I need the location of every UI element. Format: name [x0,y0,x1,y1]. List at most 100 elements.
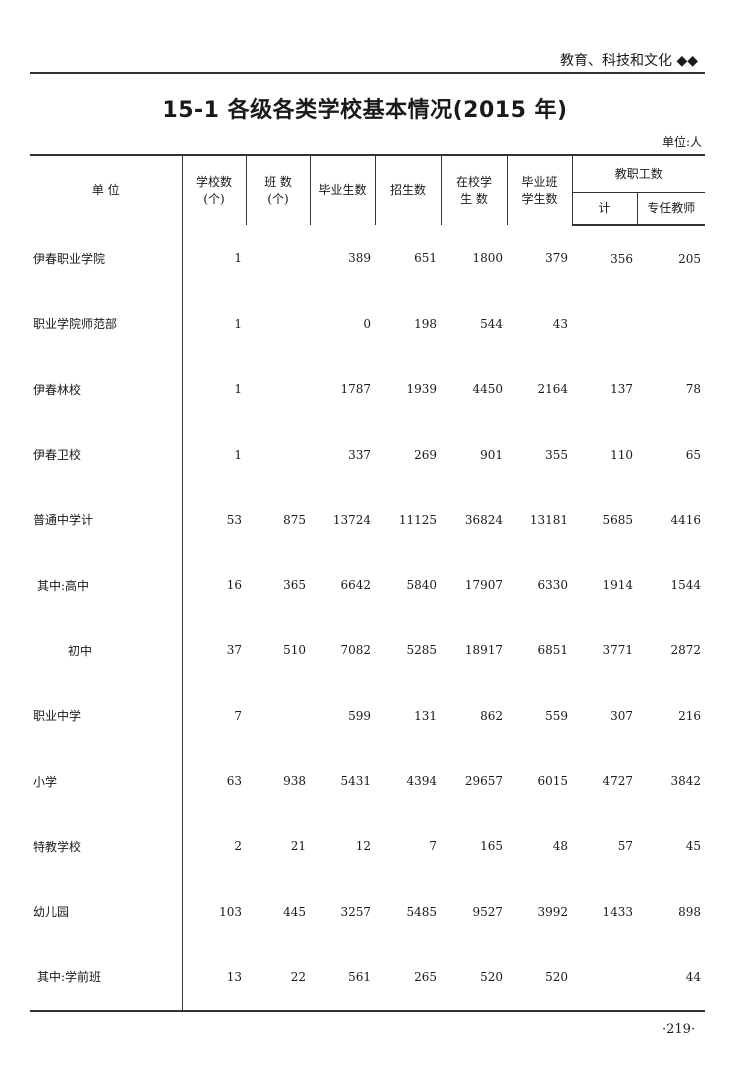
table-cell: 3771 [602,643,633,658]
table-cell: 165 [480,839,503,854]
table-cell [246,357,310,422]
table-cell: 21 [290,839,306,854]
table-cell: 1800 [472,251,503,266]
table-row: 伊春职业学院 1 389 651 1800 379 356 205 [30,225,705,292]
table-cell: 2164 [537,382,568,397]
table-cell: 520 [507,944,572,1012]
table-row: 职业中学 7 599 131 862 559 307 216 [30,683,705,749]
header-rule [30,72,705,74]
table-cell: 4416 [670,512,702,527]
table-cell: 1914 [602,578,633,593]
table-cell: 901 [480,447,503,462]
row-label: 其中:学前班 [30,944,183,1012]
table-cell: 561 [310,944,375,1012]
table-cell: 544 [480,316,503,331]
table-cell: 337 [348,447,371,462]
table-cell: 6851 [537,643,568,658]
table-cell [637,291,705,356]
table-cell [572,944,637,1012]
table-cell: 7082 [340,643,371,658]
col-header-staff: 教职工数 [571,154,706,193]
table-cell: 898 [678,904,702,919]
table-cell [246,291,310,356]
table-cell: 36824 [464,512,503,527]
table-cell: 13 [182,944,246,1012]
table-cell: 520 [441,944,507,1012]
table-cell: 4450 [472,382,503,397]
table-cell: 355 [545,447,568,462]
table-cell: 862 [480,708,503,723]
table-row: 伊春林校 1 1787 1939 4450 2164 137 78 [30,356,705,422]
table-cell: 16 [226,578,242,593]
table-cell: 63 [226,774,242,789]
table-cell: 44 [637,944,706,1012]
table-cell: 389 [348,251,371,266]
table-cell: 1 [234,316,242,331]
table-cell: 445 [283,904,306,919]
table-cell [246,683,310,748]
row-label: 特教学校 [30,813,183,879]
table-cell: 110 [610,447,633,462]
table-row: 其中:高中 16 365 6642 5840 17907 6330 1914 1544 [30,552,705,618]
table-cell: 938 [283,774,306,789]
table-cell: 12 [355,839,371,854]
table-cell: 78 [685,382,702,397]
table-cell: 3842 [670,774,702,789]
table-cell: 6015 [537,774,568,789]
table-cell: 365 [283,578,306,593]
table-cell: 2872 [670,643,702,658]
row-label: 伊春卫校 [30,421,183,488]
table-cell: 9527 [472,904,503,919]
table-cell [246,225,310,291]
table-cell [246,422,310,487]
table-cell: 1787 [340,382,371,397]
table-cell: 48 [552,839,568,854]
col-header-grad-class: 毕业班 学生数 [506,154,572,225]
col-header-graduates: 毕业生数 [309,154,375,225]
row-label: 幼儿园 [30,878,183,945]
table-cell: 5431 [340,774,371,789]
table-cell: 3992 [537,904,568,919]
table-cell: 131 [414,708,437,723]
unit-note: 单位:人 [661,135,702,149]
row-label: 职业中学 [30,683,183,749]
table-cell: 7 [234,708,242,723]
table-cell: 1433 [602,904,633,919]
table-cell: 269 [414,447,437,462]
table-cell: 5840 [406,578,437,593]
table-cell: 57 [617,839,633,854]
table-cell: 13724 [332,512,371,527]
table-cell: 6330 [537,578,568,593]
table-cell: 103 [219,904,242,919]
table-row: 职业学院师范部 1 0 198 544 43 [30,291,705,357]
table-row: 小学 63 938 5431 4394 29657 6015 4727 3842 [30,748,705,814]
table-cell: 559 [545,708,568,723]
table-row: 普通中学计 53 875 13724 11125 36824 13181 5685 4416 [30,487,705,553]
table-cell: 205 [678,251,702,266]
table-cell: 651 [414,251,437,266]
table-cell: 18917 [464,643,503,658]
col-header-staff-total: 计 [571,192,637,226]
table-cell: 1939 [406,382,437,397]
table-cell: 43 [552,316,568,331]
table-cell [572,291,637,356]
table-cell: 1 [234,251,242,266]
table-cell: 4727 [602,774,633,789]
table-cell: 599 [348,708,371,723]
col-header-teachers: 专任教师 [636,192,706,226]
table-cell: 1 [234,382,242,397]
table-cell: 356 [610,251,633,266]
table-cell: 6642 [340,578,371,593]
table-cell: 29657 [464,774,503,789]
row-label: 职业学院师范部 [30,291,183,357]
row-label: 伊春职业学院 [30,225,183,292]
table-cell: 53 [226,512,242,527]
row-label: 初中 [30,617,183,684]
table-cell: 11125 [398,512,437,527]
table-cell: 1544 [670,578,702,593]
table-cell: 22 [246,944,310,1012]
table-cell: 5285 [406,643,437,658]
table-cell: 3257 [340,904,371,919]
table-cell: 379 [545,251,568,266]
col-header-classes: 班 数 (个) [245,154,310,225]
